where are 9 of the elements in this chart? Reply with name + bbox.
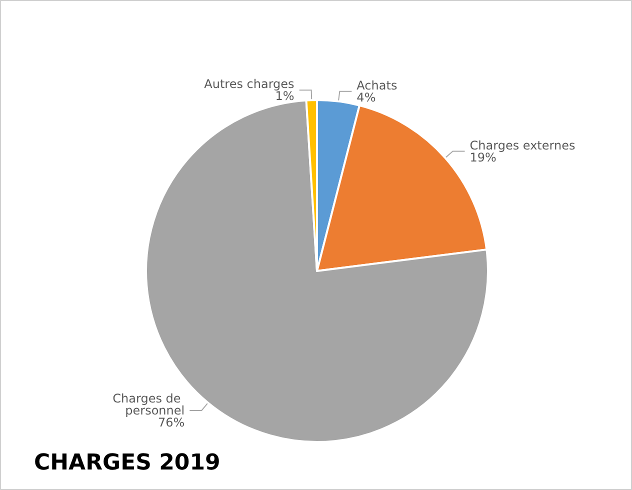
slice-label: Autres charges [204,77,294,92]
data-label: 19% [470,150,496,164]
slice-label: Charges externes [470,138,576,152]
data-label: 1% [275,89,294,104]
data-label: 4% [356,90,376,104]
slice-label: Achats [356,78,398,92]
text: CHARGES 2019 [34,450,220,476]
slice-label: Charges de personnel [112,391,185,418]
data-label: 76% [158,415,185,430]
